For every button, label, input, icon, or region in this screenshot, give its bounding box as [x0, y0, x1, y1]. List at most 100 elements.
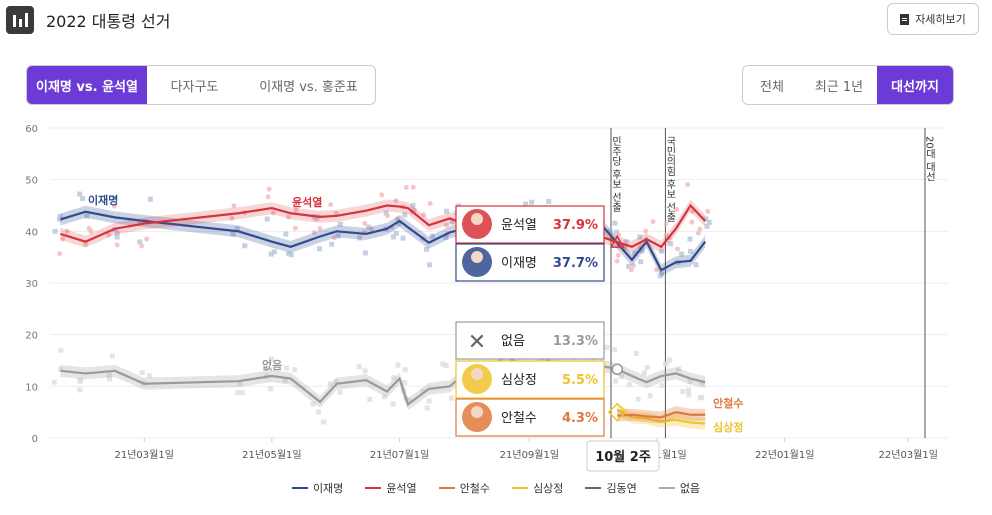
poll-point	[643, 228, 649, 234]
poll-point	[403, 184, 409, 190]
tab-recent-year[interactable]: 최근 1년	[814, 79, 864, 95]
poll-point	[106, 376, 112, 382]
poll-point	[268, 356, 274, 362]
legend-item[interactable]: 없음	[658, 480, 700, 496]
poll-point	[612, 347, 618, 353]
poll-point	[623, 239, 629, 245]
poll-point	[109, 353, 115, 359]
poll-point	[78, 378, 84, 384]
poll-point	[51, 379, 57, 385]
poll-point	[242, 243, 248, 249]
tooltip-value: 37.9%	[553, 218, 598, 233]
x-tick-label: 22년03월1일	[879, 449, 938, 461]
poll-point	[675, 366, 681, 372]
tooltip-name: 안철수	[501, 411, 537, 426]
legend-item[interactable]: 김동연	[585, 480, 637, 496]
legend-item[interactable]: 안철수	[438, 480, 490, 496]
tooltip-value: 13.3%	[553, 334, 598, 349]
poll-point	[317, 246, 323, 252]
poll-point	[57, 366, 63, 372]
poll-point	[607, 228, 613, 234]
poll-point	[440, 361, 446, 367]
poll-point	[444, 222, 450, 228]
document-icon	[900, 13, 910, 25]
candidate-avatar	[471, 213, 483, 225]
tooltip-row: 안철수 4.3%	[455, 398, 605, 437]
y-tick-label: 30	[25, 279, 38, 290]
poll-point	[529, 199, 535, 205]
poll-point	[423, 246, 429, 252]
poll-point	[311, 230, 317, 236]
legend-label: 이재명	[312, 482, 344, 495]
poll-point	[641, 370, 647, 376]
poll-point	[390, 234, 396, 240]
tooltip-row: ✕ 없음 13.3%	[455, 321, 605, 360]
poll-point	[57, 251, 63, 257]
tooltip-row: 심상정 5.5%	[455, 360, 605, 399]
poll-point	[449, 218, 455, 224]
detail-button[interactable]: 자세히보기	[887, 3, 979, 35]
series-band	[617, 406, 706, 424]
poll-point	[231, 203, 237, 209]
poll-point	[668, 241, 674, 247]
series-label: 이재명	[88, 193, 118, 207]
poll-point	[400, 235, 406, 241]
poll-point	[703, 216, 709, 222]
poll-point	[420, 388, 426, 394]
poll-point	[234, 226, 240, 232]
tab-lee-vs-yoon[interactable]: 이재명 vs. 윤석열	[27, 66, 147, 104]
poll-point	[362, 221, 368, 227]
poll-point	[106, 232, 112, 238]
poll-point	[687, 248, 693, 254]
y-tick-label: 0	[32, 434, 38, 445]
poll-point	[622, 244, 628, 250]
selected-marker	[611, 363, 624, 376]
poll-point	[357, 235, 363, 241]
poll-point	[385, 213, 391, 219]
tab-until-election[interactable]: 대선까지	[877, 66, 953, 104]
poll-point	[444, 208, 450, 214]
poll-point	[659, 383, 665, 389]
poll-point	[337, 221, 343, 227]
poll-point	[424, 405, 430, 411]
poll-point	[293, 207, 299, 213]
tab-multi[interactable]: 다자구도	[170, 79, 219, 95]
legend-item[interactable]: 이재명	[291, 480, 344, 496]
poll-point	[402, 380, 408, 386]
poll-point	[647, 393, 653, 399]
poll-point	[410, 202, 416, 208]
poll-point	[693, 262, 699, 268]
poll-point	[421, 212, 427, 218]
poll-point	[626, 263, 632, 269]
tooltip-row: 이재명 37.7%	[455, 243, 605, 282]
poll-point	[634, 350, 640, 356]
poll-point	[679, 251, 685, 257]
poll-point	[687, 378, 693, 384]
x-tick-label: 21년03월1일	[114, 449, 173, 461]
poll-point	[77, 191, 83, 197]
bar-chart-icon	[6, 6, 34, 34]
legend-item[interactable]: 윤석열	[365, 480, 417, 496]
poll-point	[650, 219, 656, 225]
poll-point	[321, 419, 327, 425]
poll-point	[523, 201, 529, 207]
poll-point	[396, 221, 402, 227]
poll-point	[57, 216, 63, 222]
poll-point	[663, 221, 669, 227]
tab-all[interactable]: 전체	[760, 79, 784, 95]
poll-point	[230, 231, 236, 237]
poll-point	[60, 236, 66, 242]
poll-point	[618, 374, 624, 380]
poll-point	[144, 236, 150, 242]
poll-point	[379, 192, 385, 198]
legend-item[interactable]: 심상정	[512, 480, 563, 496]
poll-point	[686, 392, 692, 398]
poll-point	[680, 388, 686, 394]
poll-point	[426, 398, 432, 404]
poll-point	[114, 230, 120, 236]
selected-week-box	[586, 440, 660, 472]
poll-point	[443, 362, 449, 368]
tab-lee-vs-hong[interactable]: 이재명 vs. 홍준표	[259, 79, 358, 95]
poll-point	[333, 210, 339, 216]
